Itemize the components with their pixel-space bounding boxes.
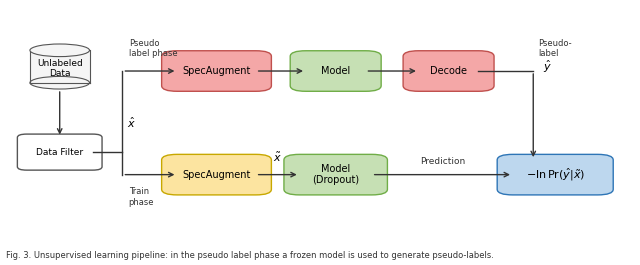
Text: $\hat{x}$: $\hat{x}$	[127, 116, 136, 130]
Text: SpecAugment: SpecAugment	[182, 66, 251, 76]
FancyBboxPatch shape	[30, 50, 90, 83]
Text: $-\ln \Pr(\hat{y}|\tilde{x})$: $-\ln \Pr(\hat{y}|\tilde{x})$	[525, 166, 585, 183]
Text: Unlabeled
Data: Unlabeled Data	[37, 59, 83, 78]
Text: Model
(Dropout): Model (Dropout)	[312, 164, 359, 186]
FancyBboxPatch shape	[17, 134, 102, 170]
FancyBboxPatch shape	[162, 154, 271, 195]
FancyBboxPatch shape	[290, 51, 381, 91]
Text: Pseudo-
label: Pseudo- label	[538, 39, 572, 58]
Text: Train
phase: Train phase	[129, 187, 154, 207]
Text: Model: Model	[321, 66, 350, 76]
Ellipse shape	[30, 44, 90, 57]
FancyBboxPatch shape	[497, 154, 613, 195]
Text: Pseudo
label phase: Pseudo label phase	[129, 39, 177, 58]
Text: $\hat{y}$: $\hat{y}$	[543, 58, 552, 75]
Text: SpecAugment: SpecAugment	[182, 170, 251, 180]
FancyBboxPatch shape	[284, 154, 387, 195]
FancyBboxPatch shape	[403, 51, 494, 91]
Text: Decode: Decode	[430, 66, 467, 76]
Text: $\tilde{x}$: $\tilde{x}$	[273, 151, 282, 165]
Text: Fig. 3. Unsupervised learning pipeline: in the pseudo label phase a frozen model: Fig. 3. Unsupervised learning pipeline: …	[6, 251, 494, 260]
Ellipse shape	[30, 76, 90, 89]
FancyBboxPatch shape	[162, 51, 271, 91]
Text: Prediction: Prediction	[420, 157, 465, 166]
Text: Data Filter: Data Filter	[36, 148, 83, 157]
